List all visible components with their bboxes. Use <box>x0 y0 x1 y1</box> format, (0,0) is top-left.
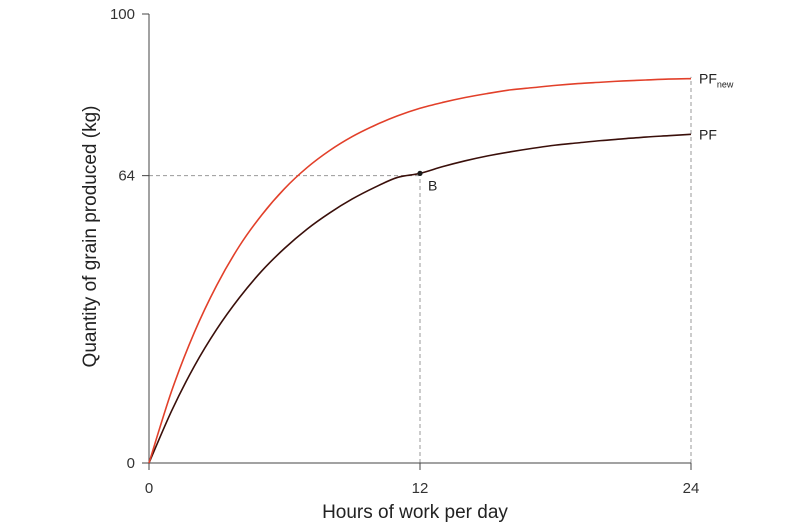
guide-lines <box>149 76 692 463</box>
series-label-pf: PF <box>699 126 717 142</box>
series-labels: PF PFnew <box>699 71 734 143</box>
series-line-pf-new <box>148 77 692 464</box>
y-tick-label: 64 <box>118 168 135 185</box>
x-tick-label: 24 <box>683 480 700 497</box>
point-label: B <box>428 177 437 193</box>
tick-labels: 0 64 100 0 12 24 <box>110 6 699 497</box>
x-tick-label: 12 <box>412 480 429 497</box>
x-axis-title: Hours of work per day <box>322 502 508 523</box>
series-label-pf-new: PFnew <box>699 71 734 90</box>
x-tick-label: 0 <box>145 480 153 497</box>
y-tick-label: 0 <box>127 455 135 472</box>
point-marker <box>417 170 423 176</box>
y-axis-title: Quantity of grain produced (kg) <box>80 106 101 368</box>
highlighted-points: B <box>417 170 437 193</box>
axes <box>142 13 692 470</box>
y-tick-label: 100 <box>110 6 135 23</box>
